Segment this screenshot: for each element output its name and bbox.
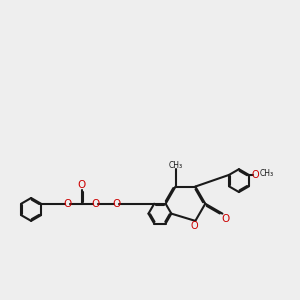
Text: CH₃: CH₃	[260, 169, 274, 178]
Text: O: O	[77, 181, 86, 190]
Text: O: O	[190, 221, 198, 231]
Text: O: O	[92, 199, 100, 209]
Text: O: O	[252, 170, 260, 180]
Text: CH₃: CH₃	[169, 161, 183, 170]
Text: O: O	[64, 199, 72, 209]
Text: O: O	[112, 199, 120, 209]
Text: O: O	[221, 214, 230, 224]
